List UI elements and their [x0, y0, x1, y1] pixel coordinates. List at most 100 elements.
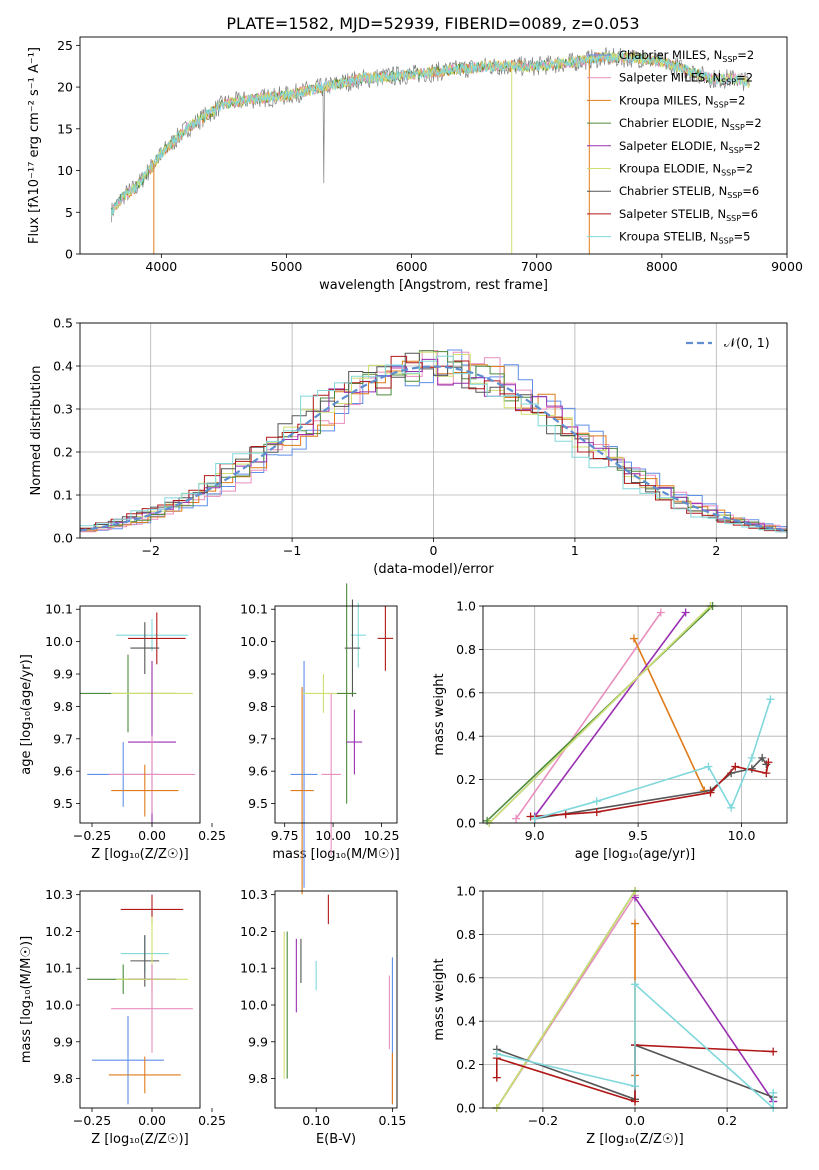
legend-sub: SSP: [714, 100, 729, 109]
axes-frame: [79, 605, 201, 824]
legend-tail: =2: [737, 48, 754, 62]
legend-label: Salpeter ELODIE, NSSP=2: [619, 139, 761, 155]
y-tick-label: 10.3: [45, 887, 73, 902]
y-tick-label: 10.1: [240, 602, 268, 617]
ticks: 0.10 0.15 9.8 9.9 10.0 10.1 10.2 10.3: [240, 887, 406, 1128]
series-marker: [769, 1047, 778, 1056]
y-tick-label: 0.6: [456, 685, 476, 700]
y-tick-label: 10.0: [45, 998, 73, 1013]
chart-age_vs_mass: 9.75 10.00 10.25 9.5 9.6 9.7 9.8 9.9 10.0 10.1 mas…: [240, 583, 400, 895]
ticks: −0.2 0.0 0.2 0.0 0.2 0.4 0.6 0.8 1.0: [456, 884, 737, 1129]
plot-area: [110, 46, 750, 254]
y-tick-label: 9.7: [248, 731, 268, 746]
y-tick-label: 1.0: [456, 599, 476, 614]
series-marker: [766, 695, 775, 704]
y-tick-label: 0.1: [53, 488, 73, 503]
series-marker: [764, 758, 773, 767]
x-tick-label: 0.00: [138, 828, 166, 843]
x-tick-label: 0.2: [717, 1113, 737, 1128]
x-tick-label: −1: [283, 543, 301, 558]
x-tick-label: −0.25: [73, 1113, 111, 1128]
series-marker: [592, 797, 601, 806]
y-tick-label: 10.1: [240, 961, 268, 976]
x-axis-label: Z [log₁₀(Z/Z☉)]: [91, 847, 188, 862]
y-tick-label: 9.8: [53, 699, 73, 714]
x-tick-label: 2: [712, 543, 720, 558]
y-tick-label: 0.8: [456, 927, 476, 942]
legend-sub: SSP: [729, 146, 744, 155]
y-tick-label: 0.4: [53, 359, 73, 374]
axes-frame: [79, 36, 788, 255]
series-line: [534, 756, 767, 820]
series-marker: [592, 808, 601, 817]
legend-tail: =2: [736, 71, 753, 85]
legend-name: Salpeter STELIB, N: [619, 207, 726, 221]
y-tick-label: 10.0: [240, 634, 268, 649]
legend-name: Salpeter ELODIE, N: [619, 139, 729, 153]
legend-label: Chabrier STELIB, NSSP=6: [619, 184, 759, 200]
x-axis-label: mass [log₁₀(M/M☉)]: [272, 847, 399, 862]
x-tick-label: 10.0: [728, 828, 756, 843]
series-marker: [631, 1097, 639, 1106]
series-marker: [731, 762, 740, 771]
legend-tail: =2: [736, 162, 753, 176]
spectrum-line: [110, 51, 750, 217]
legend-name: Kroupa MILES, N: [619, 93, 714, 107]
y-tick-label: 0.2: [53, 445, 73, 460]
x-tick-label: 10.25: [364, 828, 400, 843]
x-tick-label: 0.25: [198, 1113, 226, 1128]
series-line: [534, 699, 772, 820]
x-axis-label: wavelength [Angstrom, rest frame]: [319, 278, 548, 293]
y-tick-label: 9.5: [248, 796, 268, 811]
y-axis-label: mass weight: [432, 673, 447, 755]
series-marker: [526, 812, 535, 821]
series-marker: [561, 810, 570, 819]
chart-residuals: −2 −1 0 1 2 0.0 0.1 0.2 0.3 0.4 0.5 (data-model)/er…: [29, 316, 788, 577]
y-tick-label: 10: [57, 163, 73, 178]
legend-sub: SSP: [721, 169, 736, 178]
chart-spectrum: 4000 5000 6000 7000 8000 9000 0 5 10 15 20 25 wavele…: [27, 36, 803, 293]
ticks: 4000 5000 6000 7000 8000 9000 0 5 10 15 20 25: [57, 38, 803, 274]
plot-area: [79, 349, 788, 533]
x-tick-label: 0.15: [379, 1113, 407, 1128]
y-tick-label: 0.5: [53, 316, 73, 331]
x-axis-label: (data-model)/error: [373, 562, 494, 577]
y-tick-label: 0.0: [456, 1101, 476, 1116]
axes-frame: [274, 890, 398, 1109]
legend-label: Kroupa ELODIE, NSSP=2: [619, 162, 753, 178]
legend-name: Chabrier STELIB, N: [619, 184, 727, 198]
x-tick-label: 9.0: [525, 828, 545, 843]
y-tick-label: 10.0: [240, 998, 268, 1013]
y-tick-label: 9.7: [53, 731, 73, 746]
x-tick-label: 5000: [271, 259, 303, 274]
series-marker: [530, 814, 539, 823]
histogram-step: [79, 349, 787, 532]
y-tick-label: 9.6: [248, 764, 268, 779]
y-tick-label: 9.8: [53, 1071, 73, 1086]
y-tick-label: 10.2: [240, 924, 268, 939]
y-tick-label: 0.3: [53, 402, 73, 417]
y-tick-label: 0.8: [456, 642, 476, 657]
x-tick-label: 7000: [521, 259, 553, 274]
x-tick-label: 4000: [145, 259, 177, 274]
axes-frame: [274, 605, 398, 824]
y-tick-label: 9.6: [53, 764, 73, 779]
series-line: [496, 890, 636, 1109]
series-marker: [727, 803, 736, 812]
axes-frame: [79, 322, 788, 539]
ticks: 9.0 9.5 10.0 0.0 0.2 0.4 0.6 0.8 1.0: [456, 599, 755, 844]
chart-age_vs_Z: −0.25 0.00 0.25 9.5 9.6 9.7 9.8 9.9 10.0 10.1 Z [l…: [19, 602, 226, 862]
x-tick-label: 9.5: [628, 828, 648, 843]
legend-name: Chabrier ELODIE, N: [619, 116, 730, 130]
legend-tail: =2: [744, 139, 761, 153]
x-axis-label: Z [log₁₀(Z/Z☉)]: [91, 1132, 188, 1147]
y-axis-label: mass weight: [432, 958, 447, 1040]
x-axis-label: E(B-V): [316, 1132, 356, 1147]
x-axis-label: Z [log₁₀(Z/Z☉)]: [586, 1132, 683, 1147]
ticks: −2 −1 0 1 2 0.0 0.1 0.2 0.3 0.4 0.5: [53, 316, 720, 559]
series-marker: [762, 769, 771, 778]
y-axis-label: mass [log₁₀(M/M☉)]: [19, 936, 34, 1063]
series-marker: [769, 1088, 778, 1097]
